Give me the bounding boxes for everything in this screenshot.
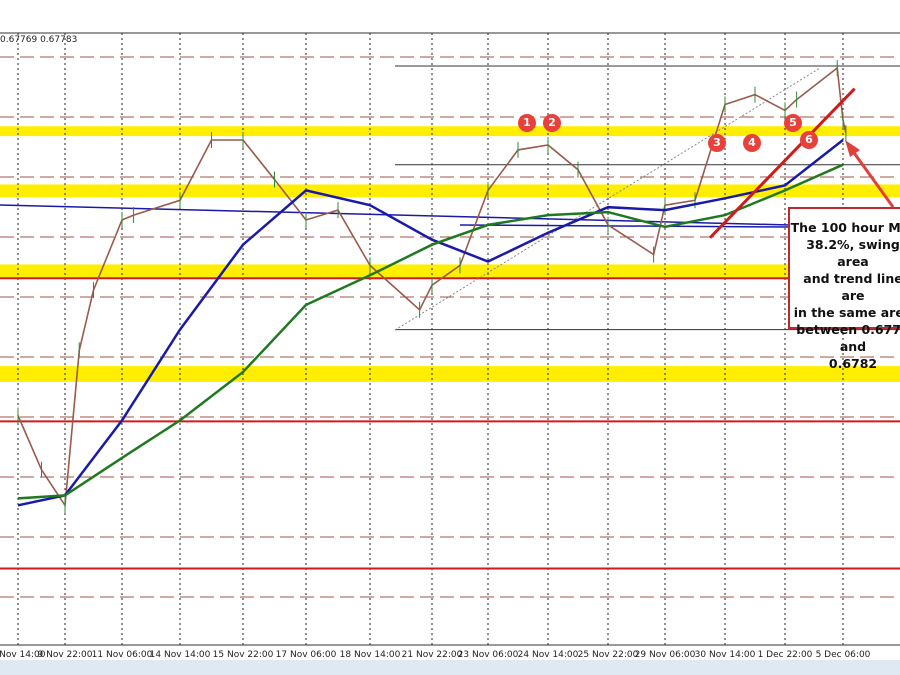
x-tick-label: 17 Nov 06:00 bbox=[275, 650, 337, 660]
ma-flat-line bbox=[459, 224, 791, 228]
x-tick-label: 30 Nov 14:00 bbox=[694, 650, 756, 660]
x-tick-label: 11 Nov 06:00 bbox=[91, 650, 153, 660]
marker-1: 1 bbox=[518, 114, 536, 132]
bottom-strip bbox=[0, 660, 900, 675]
support-band bbox=[0, 184, 900, 198]
marker-2: 2 bbox=[543, 114, 561, 132]
x-tick-label: 8 Nov 14:00 bbox=[0, 650, 46, 660]
x-tick-label: 23 Nov 06:00 bbox=[457, 650, 519, 660]
marker-6: 6 bbox=[800, 131, 818, 149]
quote-readout: 0.67769 0.67783 bbox=[0, 35, 78, 45]
annotation-arrow bbox=[850, 149, 895, 208]
series-ma100 bbox=[17, 139, 844, 507]
trend-line bbox=[708, 87, 856, 239]
annotation-arrowhead bbox=[845, 140, 860, 157]
x-tick-label: 24 Nov 14:00 bbox=[517, 650, 579, 660]
x-tick-label: 1 Dec 22:00 bbox=[757, 650, 813, 660]
x-tick-label: 21 Nov 22:00 bbox=[401, 650, 463, 660]
support-band bbox=[0, 366, 900, 382]
old-ma-line bbox=[0, 204, 791, 226]
series-ma200 bbox=[17, 163, 844, 500]
x-tick-label: 25 Nov 22:00 bbox=[577, 650, 639, 660]
x-tick-label: 5 Dec 06:00 bbox=[815, 650, 871, 660]
x-tick-label: 15 Nov 22:00 bbox=[212, 650, 274, 660]
x-tick-label: 9 Nov 22:00 bbox=[37, 650, 93, 660]
plot-area bbox=[0, 33, 900, 645]
series-price bbox=[17, 66, 847, 508]
marker-3: 3 bbox=[708, 134, 726, 152]
annotation-box: The 100 hour MA, 38.2%, swing area and t… bbox=[788, 207, 900, 371]
x-tick-label: 18 Nov 14:00 bbox=[339, 650, 401, 660]
fib-line bbox=[394, 67, 821, 331]
marker-4: 4 bbox=[743, 134, 761, 152]
support-band bbox=[0, 264, 900, 279]
support-band bbox=[0, 126, 900, 137]
x-tick-label: 14 Nov 14:00 bbox=[149, 650, 211, 660]
marker-5: 5 bbox=[784, 114, 802, 132]
x-tick-label: 29 Nov 06:00 bbox=[634, 650, 696, 660]
